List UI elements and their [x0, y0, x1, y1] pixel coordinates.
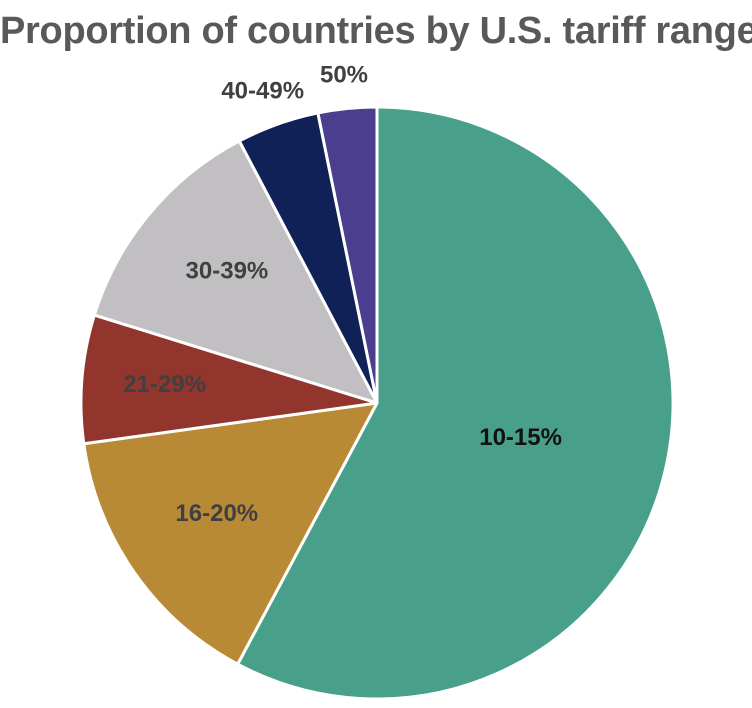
- pie-slice-50pct: [316, 105, 379, 405]
- pie-slice-10-15pct: [236, 105, 675, 701]
- slice-label-21-29pct: 21-29%: [123, 371, 206, 398]
- slice-label-50pct: 50%: [320, 61, 368, 88]
- pie-slice-30-39pct: [92, 139, 379, 405]
- slice-label-10-15pct: 10-15%: [479, 424, 562, 451]
- slice-label-30-39pct: 30-39%: [186, 257, 269, 284]
- pie-slice-21-29pct: [79, 313, 379, 446]
- slice-label-16-20pct: 16-20%: [175, 500, 258, 527]
- slice-label-40-49pct: 40-49%: [221, 78, 304, 105]
- pie-slice-16-20pct: [82, 401, 379, 666]
- chart-title: Proportion of countries by U.S. tariff r…: [0, 10, 752, 52]
